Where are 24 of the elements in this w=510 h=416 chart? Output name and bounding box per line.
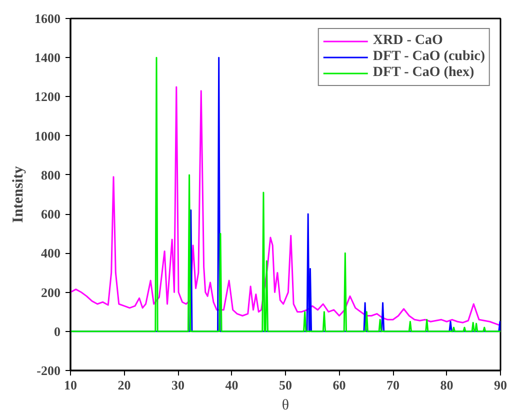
legend-label: DFT - CaO (cubic)	[372, 49, 485, 65]
y-tick-label: 200	[41, 284, 60, 300]
y-tick-label: 0	[54, 324, 60, 339]
x-tick-label: 10	[64, 378, 77, 392]
x-axis-title: θ	[282, 398, 290, 414]
y-tick-label: 1600	[34, 11, 60, 26]
x-tick-label: 40	[225, 378, 238, 392]
x-tick-label: 30	[172, 378, 184, 392]
legend-label: DFT - CaO (hex)	[372, 65, 474, 81]
y-tick-label: 600	[41, 206, 60, 222]
legend-label: XRD - CaO	[372, 33, 443, 49]
x-tick-label: 80	[440, 378, 454, 392]
x-tick-label: 90	[494, 378, 507, 392]
y-axis-title: Intensity	[10, 166, 26, 223]
y-tick-label: 400	[41, 246, 60, 261]
y-tick-label: 1000	[34, 128, 60, 144]
x-tick-label: 70	[386, 378, 400, 392]
x-tick-label: 60	[332, 378, 346, 392]
x-tick-label: 50	[279, 378, 292, 392]
y-tick-label: 800	[41, 167, 60, 182]
y-tick-label: 1400	[34, 50, 60, 66]
x-tick-label: 20	[118, 378, 131, 392]
y-tick-label: -200	[36, 363, 61, 378]
y-tick-label: 1200	[34, 89, 60, 104]
